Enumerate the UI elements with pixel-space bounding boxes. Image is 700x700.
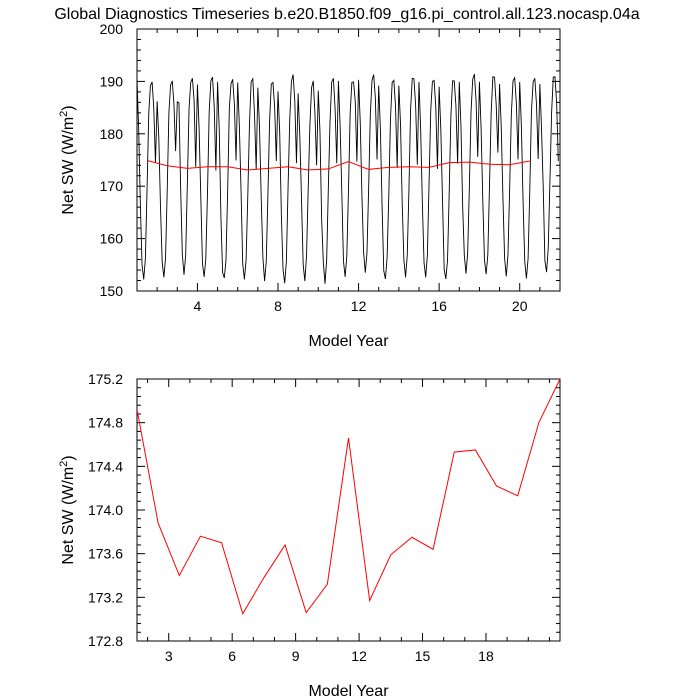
- panel-bottom-annual-means: 3 6 9 12 15 18 172.8 173.2 173.6 174.0 174.4 174.8 1…: [58, 371, 561, 700]
- x-tick-label: 4: [194, 298, 202, 314]
- y-tick-label: 172.8: [88, 633, 123, 649]
- y-tick-label: 180: [100, 126, 124, 142]
- y-tick-label: 160: [100, 231, 124, 247]
- x-tick-label: 15: [415, 648, 431, 664]
- y-tick-label: 174.4: [88, 458, 123, 474]
- y-axis-label: Net SW (W/m2): [58, 105, 77, 214]
- y-tick-label: 173.6: [88, 546, 123, 562]
- y-tick-label: 174.8: [88, 415, 123, 431]
- series-annual-line: [146, 160, 530, 171]
- x-tick-label: 16: [431, 298, 447, 314]
- x-tick-label: 3: [165, 648, 173, 664]
- y-tick-label: 150: [100, 283, 124, 299]
- y-tick-label: 174.0: [88, 502, 123, 518]
- chart-title: Global Diagnostics Timeseries b.e20.B185…: [54, 6, 639, 23]
- x-tick-label: 18: [478, 648, 494, 664]
- y-tick-label: 170: [100, 178, 124, 194]
- x-tick-label: 9: [292, 648, 300, 664]
- y-axis-label: Net SW (W/m2): [58, 455, 77, 564]
- plot-frame: [136, 28, 561, 292]
- y-tick-label: 173.2: [88, 589, 123, 605]
- y-tick-label: 200: [100, 21, 124, 37]
- series-annual-line: [137, 379, 560, 615]
- x-axis-label: Model Year: [308, 333, 389, 350]
- x-tick-label: 8: [274, 298, 282, 314]
- y-tick-label: 175.2: [88, 371, 123, 387]
- x-tick-label: 6: [228, 648, 236, 664]
- x-tick-label: 20: [512, 298, 528, 314]
- panel-top-timeseries: 4 8 12 16 20 150 160 170 180 190 200 Model Year Net …: [58, 21, 561, 350]
- y-tick-label: 190: [100, 73, 124, 89]
- series-monthly-line: [137, 73, 559, 284]
- x-axis-label: Model Year: [308, 683, 389, 700]
- x-tick-label: 12: [351, 648, 367, 664]
- plot-frame: [136, 378, 561, 642]
- x-tick-label: 12: [351, 298, 367, 314]
